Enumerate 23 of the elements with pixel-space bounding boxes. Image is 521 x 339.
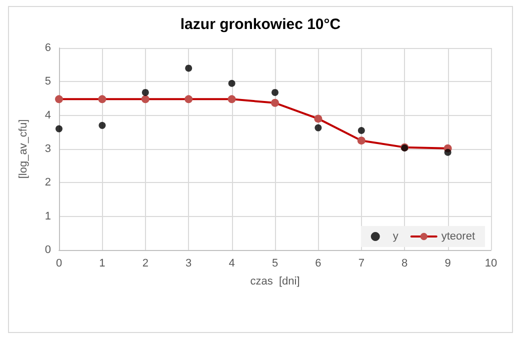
y-tick-label: 1 — [44, 210, 51, 222]
x-tick-label: 9 — [444, 258, 451, 270]
x-tick-label: 3 — [186, 258, 192, 270]
x-tick-label: 0 — [56, 258, 62, 270]
y-tick-label: 0 — [44, 244, 51, 256]
legend-label: y — [392, 230, 399, 242]
x-tick-label: 10 — [484, 258, 498, 270]
x-tick-label: 8 — [402, 258, 408, 270]
y-tick-label: 3 — [44, 143, 51, 155]
y-axis-title: [log_av_cfu] — [18, 119, 30, 179]
x-tick-label: 5 — [272, 258, 278, 270]
y-tick-label: 6 — [44, 42, 51, 54]
x-tick-label: 2 — [142, 258, 148, 270]
y-tick-label: 2 — [44, 176, 51, 189]
legend-label: yteoret — [441, 230, 476, 242]
y-tick-label: 4 — [44, 109, 51, 122]
x-tick-label: 6 — [315, 258, 322, 270]
chart-title: lazur gronkowiec 10°C — [180, 16, 341, 33]
y-tick-label: 5 — [44, 76, 51, 88]
x-tick-label: 4 — [228, 258, 235, 270]
x-axis-title: czas [dni] — [250, 276, 300, 288]
x-tick-label: 1 — [99, 258, 106, 270]
x-tick-label: 7 — [358, 258, 364, 270]
